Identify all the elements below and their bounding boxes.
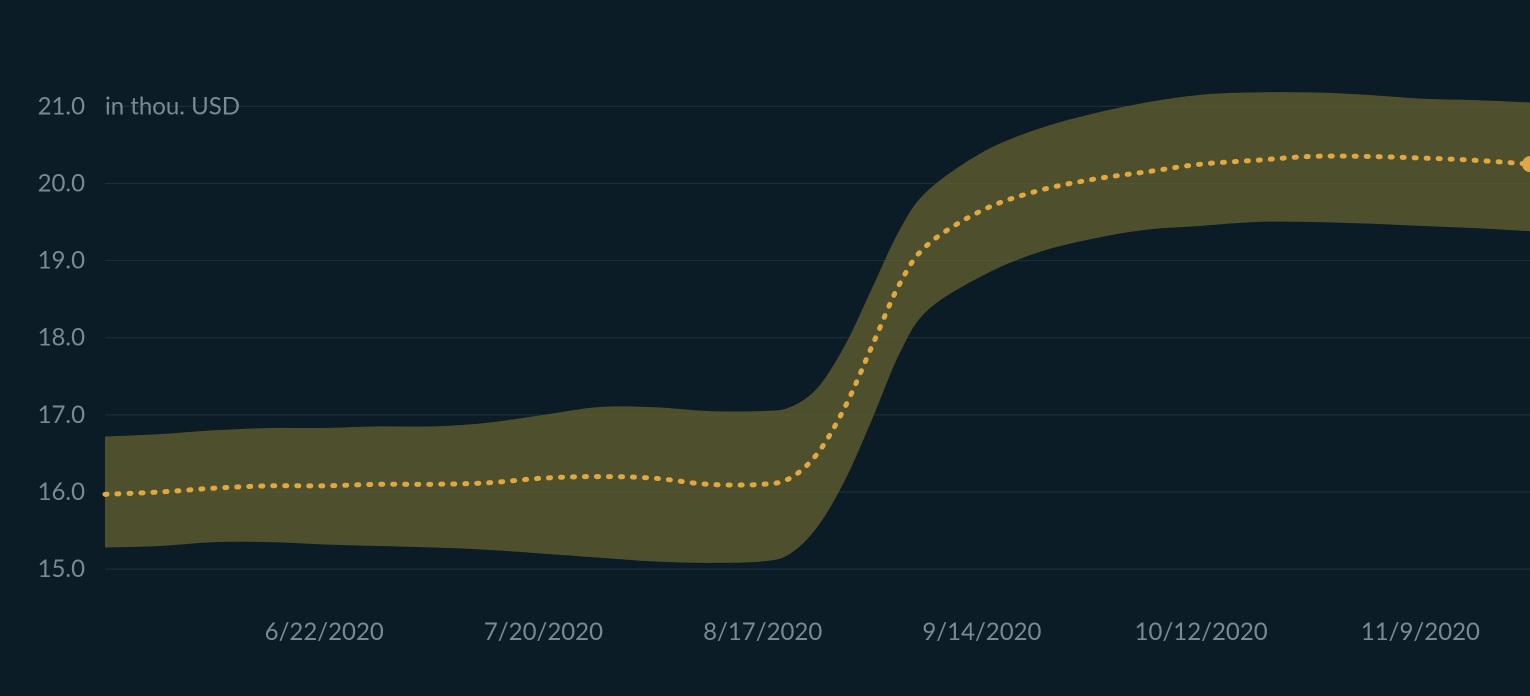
- x-tick-label: 11/9/2020: [1361, 617, 1480, 646]
- x-tick-label: 6/22/2020: [265, 617, 384, 646]
- x-tick-label: 8/17/2020: [703, 617, 822, 646]
- y-tick-label: 18.0: [38, 323, 86, 352]
- price-band-chart: 15.0 16.0 17.0 18.0 19.0 20.0 21.0 in thou. USD…: [0, 0, 1530, 696]
- y-tick-label: 16.0: [38, 477, 86, 506]
- y-tick-label: 19.0: [38, 246, 86, 275]
- y-axis-unit-label: in thou. USD: [105, 91, 240, 120]
- y-tick-label: 17.0: [38, 400, 86, 429]
- y-tick-label: 20.0: [38, 168, 86, 197]
- y-tick-label: 15.0: [38, 554, 86, 583]
- x-tick-label: 7/20/2020: [484, 617, 603, 646]
- y-tick-label: 21.0: [38, 91, 86, 120]
- x-tick-label: 9/14/2020: [922, 617, 1041, 646]
- x-tick-label: 10/12/2020: [1135, 617, 1268, 646]
- chart-svg: 15.0 16.0 17.0 18.0 19.0 20.0 21.0 in thou. USD…: [0, 0, 1530, 696]
